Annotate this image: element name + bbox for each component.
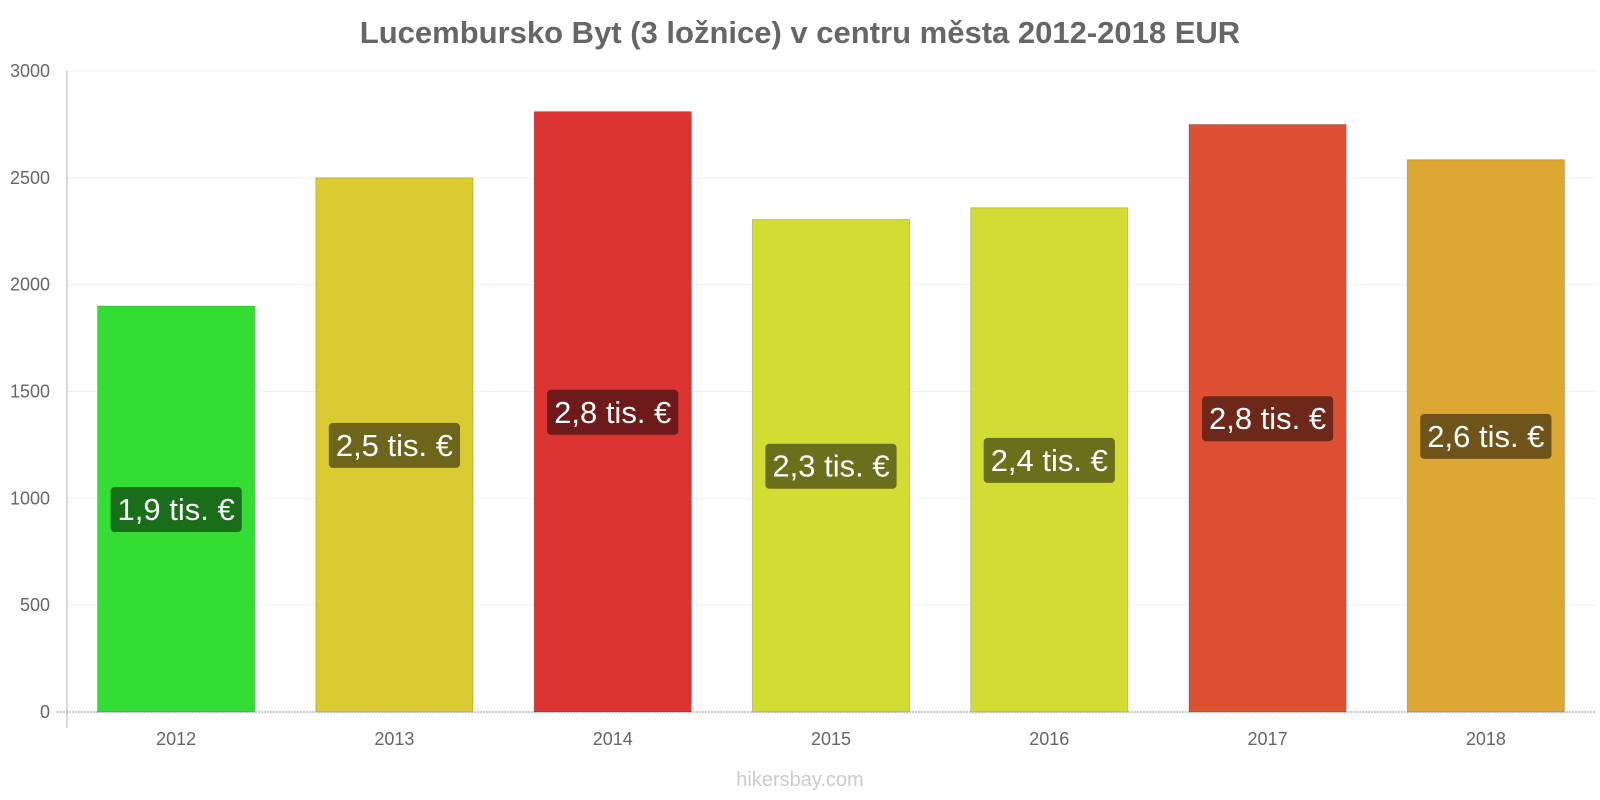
data-label-background [1420, 413, 1552, 459]
data-label-text: 1,9 tis. € [118, 492, 235, 527]
data-label-2018: 2,6 tis. € [1420, 413, 1552, 459]
data-label-2013: 2,5 tis. € [328, 422, 461, 468]
y-axis-ticks: 0 500 1000 1500 2000 2500 3000 [10, 61, 50, 722]
y-tick-label: 1500 [10, 382, 50, 402]
x-axis-ticks: 2012 2013 2014 2015 2016 2017 2018 [156, 729, 1506, 749]
x-tick-label: 2017 [1248, 729, 1288, 749]
data-label-2016: 2,4 tis. € [983, 437, 1115, 483]
y-tick-label: 0 [40, 702, 50, 722]
y-tick-label: 2500 [10, 168, 50, 188]
bars [97, 111, 1565, 713]
data-label-text: 2,3 tis. € [772, 449, 889, 484]
data-label-background [547, 389, 679, 435]
x-tick-label: 2014 [593, 729, 633, 749]
data-label-text: 2,8 tis. € [554, 395, 671, 430]
x-tick-label: 2018 [1466, 729, 1506, 749]
y-tick-label: 1000 [10, 488, 50, 508]
data-label-2014: 2,8 tis. € [547, 389, 679, 435]
chart-title: Lucembursko Byt (3 ložnice) v centru měs… [359, 15, 1241, 50]
data-label-text: 2,4 tis. € [991, 443, 1108, 478]
y-tick-label: 500 [20, 595, 50, 615]
data-label-text: 2,5 tis. € [336, 428, 453, 463]
data-label-text: 2,6 tis. € [1427, 419, 1544, 454]
data-label-background [1201, 396, 1334, 442]
x-tick-label: 2016 [1029, 729, 1069, 749]
data-label-2015: 2,3 tis. € [765, 443, 897, 489]
watermark: hikersbay.com [736, 769, 864, 791]
data-label-background [328, 422, 461, 468]
y-tick-label: 2000 [10, 275, 50, 295]
data-labels: 1,9 tis. € 2,5 tis. € 2,8 tis. € 2,3 tis. €… [110, 389, 1552, 533]
data-label-2017: 2,8 tis. € [1201, 396, 1334, 442]
x-tick-label: 2013 [374, 729, 414, 749]
data-label-background [983, 437, 1115, 483]
x-tick-label: 2012 [156, 729, 196, 749]
x-tick-label: 2015 [811, 729, 851, 749]
data-label-background [765, 443, 897, 489]
data-label-2012: 1,9 tis. € [110, 487, 242, 533]
data-label-text: 2,8 tis. € [1209, 401, 1326, 436]
data-label-background [110, 487, 242, 533]
y-tick-label: 3000 [10, 61, 50, 81]
